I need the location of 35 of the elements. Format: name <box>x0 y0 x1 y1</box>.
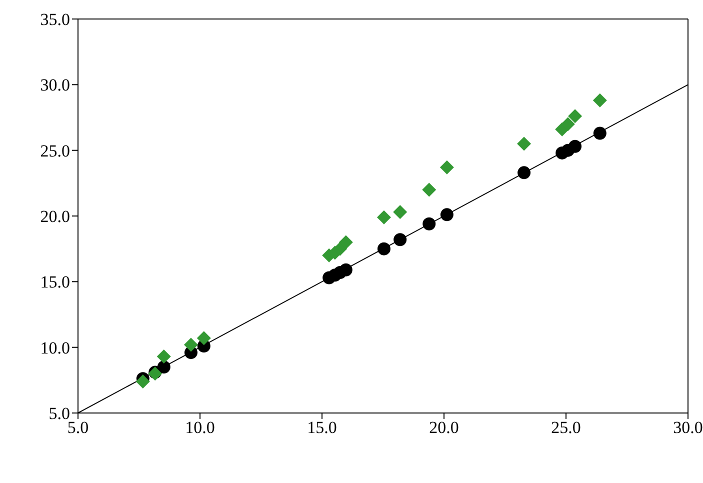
y-tick-label: 10.0 <box>40 338 70 358</box>
y-tick-label: 15.0 <box>40 272 70 292</box>
point <box>394 233 407 246</box>
x-tick-label: 20.0 <box>429 418 459 438</box>
point <box>184 338 198 352</box>
x-tick-label: 10.0 <box>185 418 215 438</box>
point <box>156 350 171 364</box>
y-tick-label: 20.0 <box>40 207 70 226</box>
y-tick-label: 30.0 <box>40 76 70 95</box>
y-tick-label: 35.0 <box>40 10 70 30</box>
point <box>568 140 582 153</box>
y-tick-label: 25.0 <box>40 141 70 160</box>
point <box>196 331 211 346</box>
point <box>339 263 352 276</box>
x-tick-label: 25.0 <box>551 418 581 438</box>
x-tick-label: 30.0 <box>673 418 703 438</box>
point <box>376 210 391 224</box>
point <box>422 217 436 230</box>
point <box>568 109 582 124</box>
point <box>560 117 575 132</box>
point <box>440 160 454 174</box>
y-tick-label: 5.0 <box>48 404 70 424</box>
point <box>440 208 454 222</box>
point <box>592 93 607 108</box>
point <box>338 235 353 250</box>
point <box>377 242 390 256</box>
point <box>136 374 150 388</box>
point <box>518 166 531 180</box>
point <box>393 205 408 220</box>
point <box>593 126 606 140</box>
point <box>157 360 170 374</box>
point <box>517 136 532 151</box>
point <box>422 182 436 197</box>
x-tick-label: 5.0 <box>67 418 89 438</box>
x-tick-label: 15.0 <box>307 418 337 438</box>
